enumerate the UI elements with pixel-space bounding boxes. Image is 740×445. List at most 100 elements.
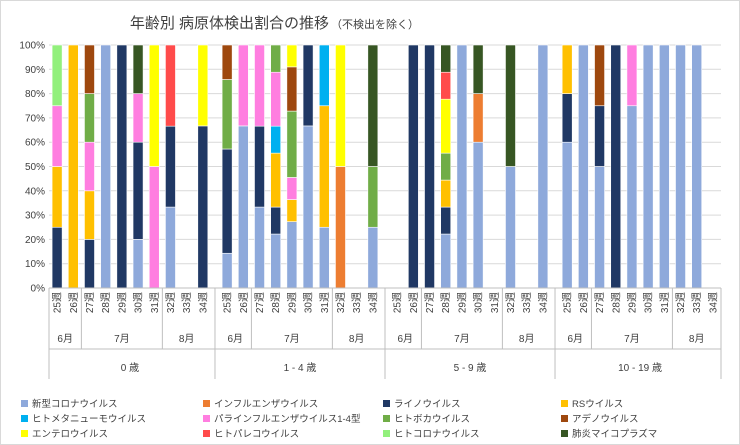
week-tick-label: 29週 bbox=[286, 292, 298, 313]
legend-swatch bbox=[383, 400, 390, 407]
bar-segment bbox=[691, 44, 703, 289]
bar-segment bbox=[116, 44, 128, 289]
month-label: 7月 bbox=[284, 333, 300, 345]
legend-label: ライノウイルス bbox=[394, 399, 461, 410]
bar-segment bbox=[594, 105, 605, 167]
bar-segment bbox=[84, 44, 95, 94]
bar-segment bbox=[440, 179, 452, 208]
bar-segment bbox=[254, 125, 265, 208]
legend: 新型コロナウイルス インフルエンザウイルス ライノウイルス RSウイルスヒトメタニュー… bbox=[21, 398, 657, 440]
bar-segment bbox=[84, 93, 95, 143]
week-tick-label: 28週 bbox=[440, 292, 452, 313]
bar-segment bbox=[132, 239, 144, 289]
bar-segment bbox=[318, 226, 330, 289]
week-tick-label: 26週 bbox=[408, 292, 420, 313]
bar-segment bbox=[51, 105, 63, 167]
bar-segment bbox=[472, 141, 484, 289]
group-label: 10 - 19 歳 bbox=[618, 362, 662, 374]
bar-segment bbox=[286, 110, 298, 178]
bar-segment bbox=[561, 44, 573, 94]
bar-segment bbox=[286, 66, 298, 112]
bar-segment bbox=[270, 44, 282, 73]
y-tick-label: 40% bbox=[25, 186, 45, 197]
bar-segment bbox=[221, 252, 233, 289]
bar-segment bbox=[367, 226, 379, 289]
y-axis: 0% 10% 20% 30% 40% 50% 60% 70% 80% 90% 100% bbox=[19, 41, 45, 295]
month-label: 8月 bbox=[519, 333, 535, 345]
bar-segment bbox=[578, 44, 589, 289]
week-tick-label: 34週 bbox=[707, 292, 719, 313]
bar-segment bbox=[237, 44, 249, 127]
bar-segment bbox=[472, 44, 484, 94]
week-tick-label: 33週 bbox=[181, 292, 193, 313]
bar-segment bbox=[100, 44, 111, 289]
bar-segment bbox=[440, 71, 452, 100]
bar-segment bbox=[165, 44, 176, 127]
bar-segment bbox=[84, 239, 95, 289]
week-tick-label: 26週 bbox=[68, 292, 80, 313]
bar-segment bbox=[270, 233, 282, 289]
legend-label: RSウイルス bbox=[572, 399, 623, 410]
week-tick-label: 27週 bbox=[254, 292, 266, 313]
week-tick-label: 32週 bbox=[675, 292, 687, 313]
legend-label: 肺炎マイコプラズマ bbox=[572, 428, 657, 440]
bar-segment bbox=[367, 44, 379, 167]
bar-segment bbox=[286, 177, 298, 200]
week-tick-label: 27週 bbox=[594, 292, 606, 313]
bar-segment bbox=[659, 44, 670, 289]
legend-label: インフルエンザウイルス bbox=[214, 399, 318, 410]
week-tick-label: 31週 bbox=[319, 292, 331, 313]
month-label: 6月 bbox=[397, 333, 413, 345]
week-tick-label: 29週 bbox=[116, 292, 128, 313]
bar-segment bbox=[302, 44, 314, 127]
legend-label: ヒトボカウイルス bbox=[394, 414, 470, 425]
legend-swatch bbox=[383, 430, 390, 437]
y-tick-label: 50% bbox=[25, 162, 45, 173]
month-label: 7月 bbox=[114, 333, 130, 345]
week-tick-label: 33週 bbox=[691, 292, 703, 313]
bar-segment bbox=[440, 206, 452, 235]
bar-segment bbox=[472, 93, 484, 143]
week-tick-label: 32週 bbox=[335, 292, 347, 313]
bar-segment bbox=[237, 125, 249, 289]
legend-swatch bbox=[21, 400, 28, 407]
legend-label: パラインフルエンザウイルス1-4型 bbox=[214, 414, 361, 425]
legend-label: ヒトメタニューモウイルス bbox=[32, 414, 146, 425]
bar-segment bbox=[132, 93, 144, 143]
bar-segment bbox=[286, 44, 298, 68]
week-tick-label: 25週 bbox=[392, 292, 404, 313]
gridlines bbox=[49, 44, 721, 289]
bar-segment bbox=[424, 44, 435, 289]
bar-segment bbox=[302, 125, 314, 289]
bar-segment bbox=[335, 166, 346, 289]
week-tick-label: 30週 bbox=[643, 292, 655, 313]
week-tick-label: 28週 bbox=[610, 292, 622, 313]
bar-segment bbox=[197, 44, 209, 127]
week-tick-label: 26週 bbox=[578, 292, 590, 313]
week-tick-label: 31週 bbox=[489, 292, 501, 313]
bar-segment bbox=[221, 148, 233, 254]
bars bbox=[51, 44, 703, 289]
legend-label: アデノウイルス bbox=[572, 413, 639, 425]
bar-segment bbox=[165, 206, 176, 289]
week-tick-label: 30週 bbox=[133, 292, 145, 313]
bar-segment bbox=[67, 44, 79, 289]
group-label: 0 歳 bbox=[121, 362, 139, 374]
bar-segment bbox=[221, 79, 233, 150]
week-tick-label: 32週 bbox=[505, 292, 517, 313]
bar-segment bbox=[132, 44, 144, 94]
bar-segment bbox=[51, 166, 63, 228]
bar-segment bbox=[254, 206, 265, 289]
legend-swatch bbox=[383, 415, 390, 422]
bar-segment bbox=[594, 166, 605, 289]
legend-swatch bbox=[203, 400, 210, 407]
week-tick-label: 34週 bbox=[537, 292, 549, 313]
group-label: 5 - 9 歳 bbox=[454, 362, 487, 374]
chart-title: 年齢別 病原体検出割合の推移 bbox=[130, 15, 329, 32]
week-tick-label: 30週 bbox=[303, 292, 315, 313]
bar-segment bbox=[440, 98, 452, 154]
week-tick-label: 33週 bbox=[521, 292, 533, 313]
legend-swatch bbox=[561, 430, 568, 437]
y-tick-label: 90% bbox=[25, 65, 45, 76]
week-tick-label: 28週 bbox=[100, 292, 112, 313]
